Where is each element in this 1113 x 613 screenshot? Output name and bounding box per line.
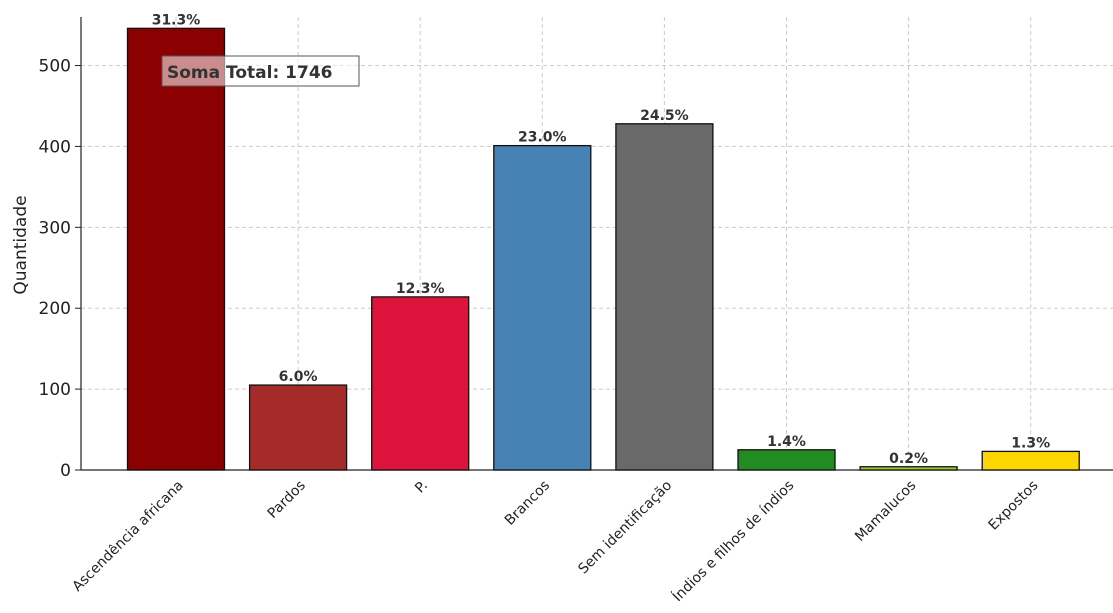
bar-percent-label: 1.4% — [767, 434, 806, 450]
x-tick-label: Mamalucos — [852, 478, 919, 545]
bar — [493, 144, 592, 471]
bar-percent-label: 12.3% — [396, 281, 445, 297]
y-tick-label: 200 — [39, 299, 71, 319]
x-tick-label: Expostos — [986, 478, 1042, 534]
x-tick-label: Índios e filhos de índios — [669, 477, 797, 605]
x-tick-label: P. — [412, 478, 431, 497]
y-tick-label: 400 — [39, 137, 71, 157]
y-tick-label: 500 — [39, 57, 71, 77]
bar-percent-label: 23.0% — [518, 130, 567, 146]
x-tick-label: Pardos — [265, 478, 309, 522]
bar — [248, 384, 348, 471]
total-annotation-text: Soma Total: 1746 — [167, 63, 333, 83]
x-tick-label: Ascendência africana — [69, 478, 186, 595]
y-tick-label: 100 — [39, 380, 71, 400]
total-annotation: Soma Total: 1746 — [161, 55, 360, 87]
bar-percent-label: 1.3% — [1011, 435, 1050, 451]
bar — [371, 296, 470, 471]
bar-percent-label: 24.5% — [640, 108, 689, 124]
bar — [615, 123, 714, 471]
bar — [737, 449, 836, 471]
bar-percent-label: 0.2% — [889, 451, 928, 467]
bar-percent-label: 31.3% — [152, 12, 201, 28]
y-tick-label: 0 — [60, 461, 71, 481]
x-tick-label: Brancos — [502, 478, 553, 529]
bars-layer — [126, 27, 1080, 471]
bar-percent-label: 6.0% — [279, 369, 318, 385]
bar — [126, 27, 226, 471]
y-axis-label: Quantidade — [11, 195, 31, 294]
y-tick-label: 300 — [39, 218, 71, 238]
bar — [981, 450, 1080, 471]
x-tick-label: Sem identificação — [575, 478, 675, 578]
bar — [859, 466, 958, 471]
